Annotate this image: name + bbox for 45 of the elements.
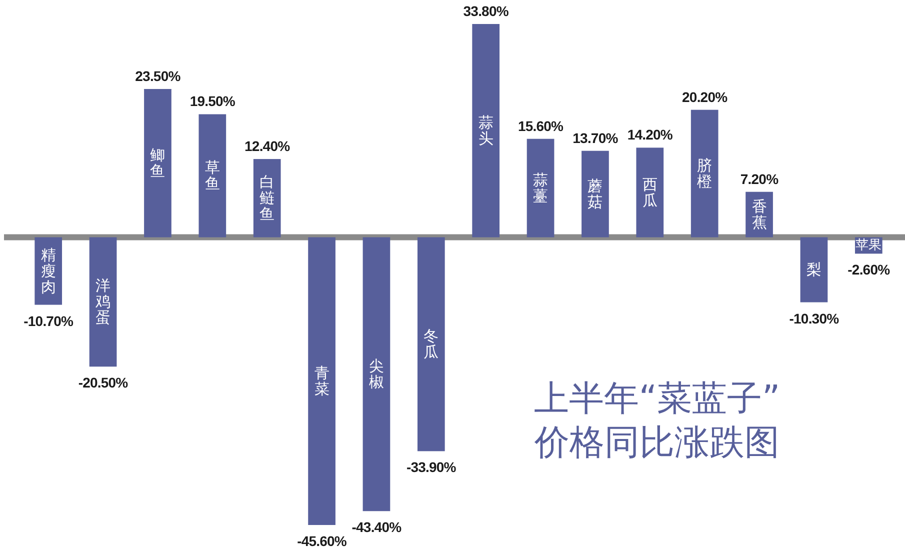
x-tick-label: 蘑菇 bbox=[588, 176, 603, 211]
x-tick-label: 香蕉 bbox=[752, 197, 767, 232]
bar bbox=[526, 138, 554, 238]
x-tick-label: 脐橙 bbox=[697, 156, 712, 190]
data-label: -10.70% bbox=[24, 312, 74, 329]
data-label: 20.20% bbox=[682, 88, 728, 105]
x-tick-label: 青菜 bbox=[314, 364, 330, 398]
data-label: 7.20% bbox=[740, 170, 780, 187]
bar bbox=[800, 237, 828, 302]
data-label: 13.70% bbox=[572, 130, 619, 146]
bar bbox=[144, 88, 172, 238]
bar bbox=[308, 237, 336, 525]
data-label: 15.60% bbox=[518, 118, 564, 134]
x-tick-label: 苹果 bbox=[856, 238, 882, 253]
x-tick-label: 冬瓜 bbox=[424, 327, 439, 362]
data-label: -43.40% bbox=[352, 519, 402, 536]
x-tick-label: 西瓜 bbox=[642, 175, 658, 210]
x-tick-label: 蒜头 bbox=[478, 113, 494, 148]
bar bbox=[472, 24, 500, 238]
data-label: -45.60% bbox=[297, 533, 348, 549]
x-tick-label: 尖椒 bbox=[368, 356, 384, 391]
text: 上半年“菜蓝子” 价格同比涨跌图 bbox=[534, 379, 780, 463]
data-label: -10.30% bbox=[789, 310, 840, 326]
x-tick-label: 白鲢鱼 bbox=[260, 172, 275, 223]
bar bbox=[362, 237, 390, 512]
data-label: 12.40% bbox=[244, 138, 291, 154]
bar bbox=[198, 114, 226, 238]
x-tick-label: 草鱼 bbox=[204, 158, 220, 193]
x-tick-label: 梨 bbox=[806, 260, 822, 279]
bar bbox=[417, 237, 445, 452]
bar bbox=[690, 110, 718, 238]
x-tick-label: 洋鸡蛋 bbox=[94, 276, 111, 327]
data-label: 33.80% bbox=[463, 3, 510, 19]
bar bbox=[582, 150, 609, 238]
bar bbox=[636, 148, 664, 238]
data-label: 23.50% bbox=[135, 68, 182, 84]
data-label: -20.50% bbox=[78, 374, 129, 391]
data-label: -2.60% bbox=[848, 262, 891, 278]
bar bbox=[89, 237, 117, 367]
x-tick-label: 蒜薹 bbox=[533, 170, 548, 205]
x-tick-label: 鲫鱼 bbox=[150, 146, 166, 180]
x-tick-label: 精瘦肉 bbox=[40, 246, 56, 296]
data-label: 19.50% bbox=[190, 93, 236, 110]
data-label: -33.90% bbox=[406, 459, 457, 476]
data-label: 14.20% bbox=[627, 126, 674, 143]
